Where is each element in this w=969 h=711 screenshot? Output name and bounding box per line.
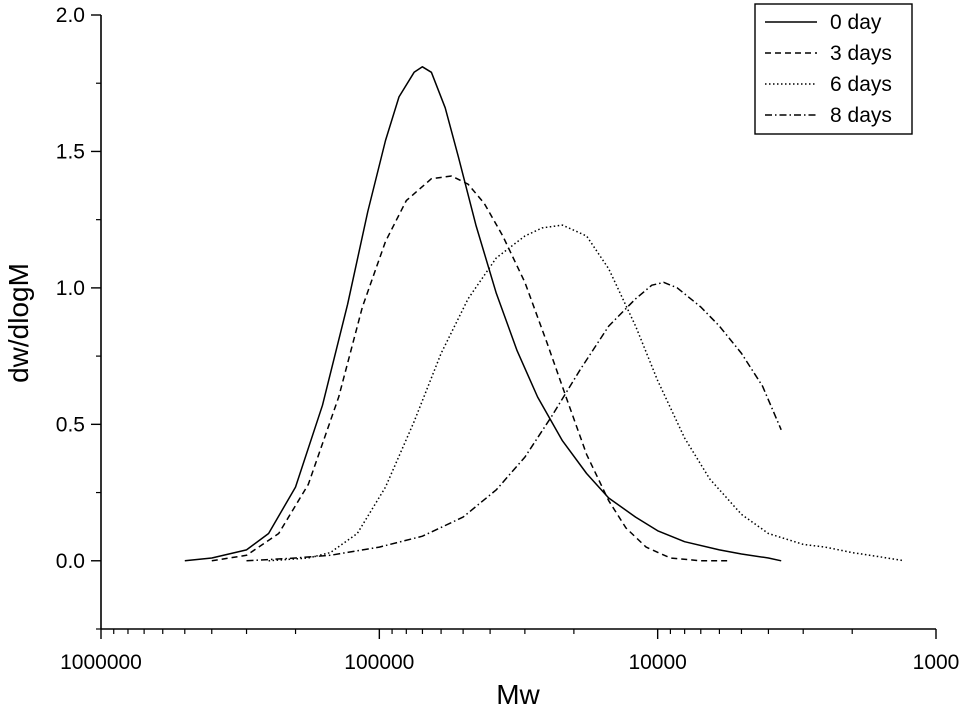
x-tick-label: 100000 <box>344 651 414 674</box>
legend: 0 day 3 days 6 days 8 days <box>754 3 913 135</box>
y-tick-label: 0.0 <box>56 550 85 573</box>
y-axis-title: dw/dlogM <box>3 263 34 383</box>
y-tick-label: 2.0 <box>56 4 85 27</box>
x-tick-label: 1000000 <box>60 651 142 674</box>
series-line-3-days <box>211 175 730 562</box>
ticks: 1000000 100000 10000 1000 0.0 0.5 1.0 1.5 2.0 <box>56 4 960 674</box>
x-tick-label: 10000 <box>628 651 686 674</box>
x-tick-label: 1000 <box>913 651 960 674</box>
y-tick-label: 1.0 <box>56 277 85 300</box>
legend-label: 8 days <box>830 104 892 127</box>
legend-box <box>754 3 913 135</box>
axes <box>100 15 936 630</box>
legend-label: 0 day <box>830 11 882 34</box>
legend-label: 6 days <box>830 73 892 96</box>
legend-label: 3 days <box>830 42 892 65</box>
x-axis-title: Mw <box>496 679 540 710</box>
series-line-8-days <box>246 281 782 562</box>
series-layer <box>184 66 905 562</box>
y-tick-label: 1.5 <box>56 140 85 163</box>
y-tick-label: 0.5 <box>56 413 85 436</box>
series-line-0-day <box>184 66 782 562</box>
series-line-6-days <box>268 224 905 562</box>
